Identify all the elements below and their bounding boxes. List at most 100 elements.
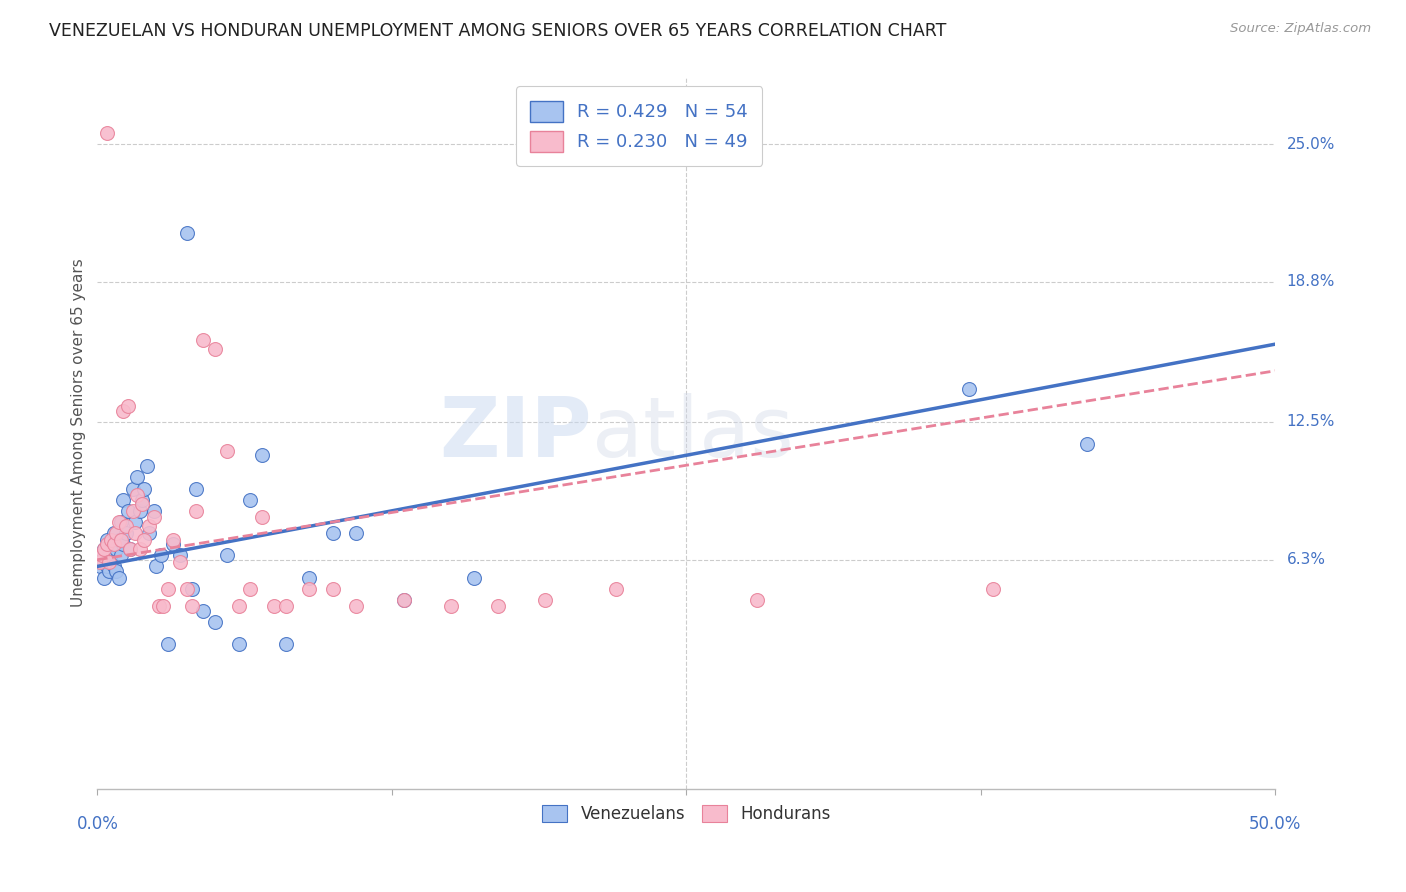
Point xyxy=(392,592,415,607)
Point xyxy=(1076,437,1098,451)
Point xyxy=(134,533,156,547)
Point xyxy=(193,333,215,347)
Point xyxy=(91,552,114,566)
Point xyxy=(322,526,344,541)
Point xyxy=(96,533,118,547)
Point xyxy=(134,482,156,496)
Point xyxy=(152,599,174,614)
Point xyxy=(89,559,111,574)
Point xyxy=(112,537,135,551)
Point xyxy=(96,559,118,574)
Point xyxy=(103,526,125,541)
Point xyxy=(131,497,153,511)
Legend: Venezuelans, Hondurans: Venezuelans, Hondurans xyxy=(536,798,837,830)
Point xyxy=(162,533,184,547)
Point xyxy=(120,541,142,556)
Point xyxy=(204,342,226,356)
Point xyxy=(186,504,208,518)
Point xyxy=(957,382,980,396)
Point xyxy=(110,515,132,529)
Point xyxy=(124,515,146,529)
Point xyxy=(131,492,153,507)
Point xyxy=(100,555,122,569)
Point xyxy=(745,592,768,607)
Point xyxy=(169,555,191,569)
Text: 6.3%: 6.3% xyxy=(1286,552,1326,567)
Point xyxy=(103,559,125,574)
Point xyxy=(103,537,125,551)
Point xyxy=(127,470,149,484)
Point xyxy=(162,537,184,551)
Point xyxy=(486,599,509,614)
Point xyxy=(107,570,129,584)
Y-axis label: Unemployment Among Seniors over 65 years: Unemployment Among Seniors over 65 years xyxy=(72,259,86,607)
Point xyxy=(98,555,121,569)
Point xyxy=(121,504,143,518)
Point xyxy=(149,549,172,563)
Point xyxy=(93,541,115,556)
Point xyxy=(135,459,157,474)
Point xyxy=(228,599,250,614)
Point xyxy=(128,504,150,518)
Point xyxy=(96,126,118,140)
Point xyxy=(121,482,143,496)
Point xyxy=(392,592,415,607)
Point xyxy=(117,400,139,414)
Point xyxy=(157,637,180,651)
Point xyxy=(138,519,160,533)
Point xyxy=(107,515,129,529)
Point xyxy=(128,541,150,556)
Point xyxy=(186,482,208,496)
Point xyxy=(274,637,297,651)
Point xyxy=(981,582,1004,596)
Point xyxy=(100,537,122,551)
Point xyxy=(117,504,139,518)
Point xyxy=(252,510,274,524)
Point xyxy=(89,555,111,569)
Point xyxy=(204,615,226,629)
Point xyxy=(138,526,160,541)
Point xyxy=(91,549,114,563)
Point xyxy=(145,559,167,574)
Point xyxy=(93,541,115,556)
Point xyxy=(112,404,135,418)
Point xyxy=(120,541,142,556)
Point xyxy=(127,488,149,502)
Point xyxy=(263,599,285,614)
Text: VENEZUELAN VS HONDURAN UNEMPLOYMENT AMONG SENIORS OVER 65 YEARS CORRELATION CHAR: VENEZUELAN VS HONDURAN UNEMPLOYMENT AMON… xyxy=(49,22,946,40)
Point xyxy=(298,570,321,584)
Point xyxy=(157,582,180,596)
Point xyxy=(93,570,115,584)
Point xyxy=(440,599,463,614)
Point xyxy=(239,582,262,596)
Text: ZIP: ZIP xyxy=(440,392,592,474)
Text: 25.0%: 25.0% xyxy=(1286,136,1334,152)
Point xyxy=(274,599,297,614)
Text: 50.0%: 50.0% xyxy=(1249,815,1302,833)
Text: atlas: atlas xyxy=(592,392,794,474)
Point xyxy=(114,526,136,541)
Point xyxy=(346,599,368,614)
Point xyxy=(142,504,165,518)
Point xyxy=(346,526,368,541)
Point xyxy=(142,510,165,524)
Point xyxy=(605,582,627,596)
Point xyxy=(176,226,198,240)
Point xyxy=(148,599,170,614)
Point xyxy=(169,549,191,563)
Point xyxy=(110,549,132,563)
Point xyxy=(105,541,128,556)
Point xyxy=(114,519,136,533)
Point xyxy=(105,526,128,541)
Point xyxy=(180,599,202,614)
Point xyxy=(252,448,274,462)
Point xyxy=(105,564,128,578)
Point xyxy=(215,443,238,458)
Point xyxy=(239,492,262,507)
Point xyxy=(463,570,485,584)
Point xyxy=(228,637,250,651)
Text: Source: ZipAtlas.com: Source: ZipAtlas.com xyxy=(1230,22,1371,36)
Point xyxy=(176,582,198,596)
Point xyxy=(180,582,202,596)
Point xyxy=(215,549,238,563)
